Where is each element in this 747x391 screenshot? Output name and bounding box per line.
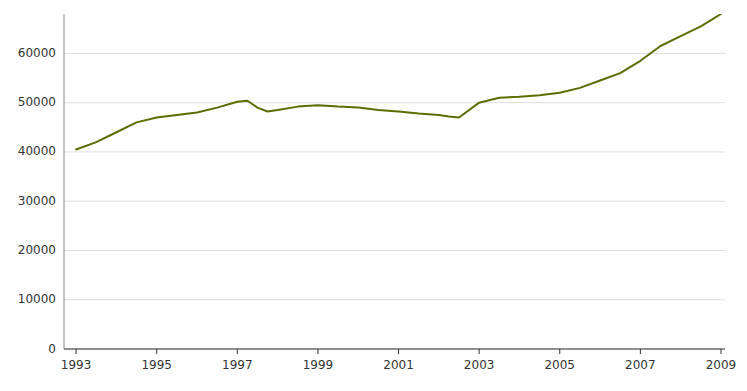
data-line: [76, 14, 721, 149]
y-tick-label: 10000: [18, 292, 56, 306]
plot-area: [76, 14, 721, 149]
y-axis-line: [64, 14, 65, 349]
x-ticks: 1993 1995 1997 1999 2001 2003 2005 2007 2009: [61, 349, 736, 372]
grid-line: [64, 151, 725, 152]
x-tick: [237, 349, 238, 354]
x-tick-label: 2009: [706, 358, 737, 372]
grid-line: [64, 102, 725, 103]
x-axis-line: [64, 349, 725, 350]
x-tick-label: 2005: [544, 358, 575, 372]
x-tick-label: 2001: [383, 358, 414, 372]
x-tick: [479, 349, 480, 354]
x-tick-label: 1997: [222, 358, 253, 372]
x-tick: [559, 349, 560, 354]
grid-line: [64, 201, 725, 202]
x-tick: [76, 349, 77, 354]
x-tick-label: 2003: [464, 358, 495, 372]
x-tick: [317, 349, 318, 354]
y-ticks: 0 10000 20000 30000 40000 50000 60000: [18, 46, 56, 356]
x-tick: [720, 349, 721, 354]
y-tick-label: 40000: [18, 144, 56, 158]
grid-line: [64, 349, 725, 350]
y-tick-label: 20000: [18, 243, 56, 257]
chart: 0100002000030000400005000060000199319951…: [0, 0, 747, 391]
chart-container: 0100002000030000400005000060000199319951…: [0, 0, 747, 391]
y-tick-label: 0: [48, 342, 56, 356]
y-grid: [64, 53, 725, 349]
y-tick-label: 60000: [18, 46, 56, 60]
x-tick: [156, 349, 157, 354]
grid-line: [64, 250, 725, 251]
y-tick-label: 30000: [18, 194, 56, 208]
x-tick: [398, 349, 399, 354]
grid-line: [64, 299, 725, 300]
grid-line: [64, 53, 725, 54]
y-tick-label: 50000: [18, 95, 56, 109]
x-tick-label: 2007: [625, 358, 656, 372]
x-tick-label: 1999: [303, 358, 334, 372]
x-tick: [640, 349, 641, 354]
x-tick-label: 1995: [141, 358, 172, 372]
x-tick-label: 1993: [61, 358, 92, 372]
